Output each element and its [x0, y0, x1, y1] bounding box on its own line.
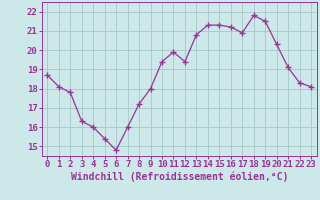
X-axis label: Windchill (Refroidissement éolien,°C): Windchill (Refroidissement éolien,°C) [70, 172, 288, 182]
